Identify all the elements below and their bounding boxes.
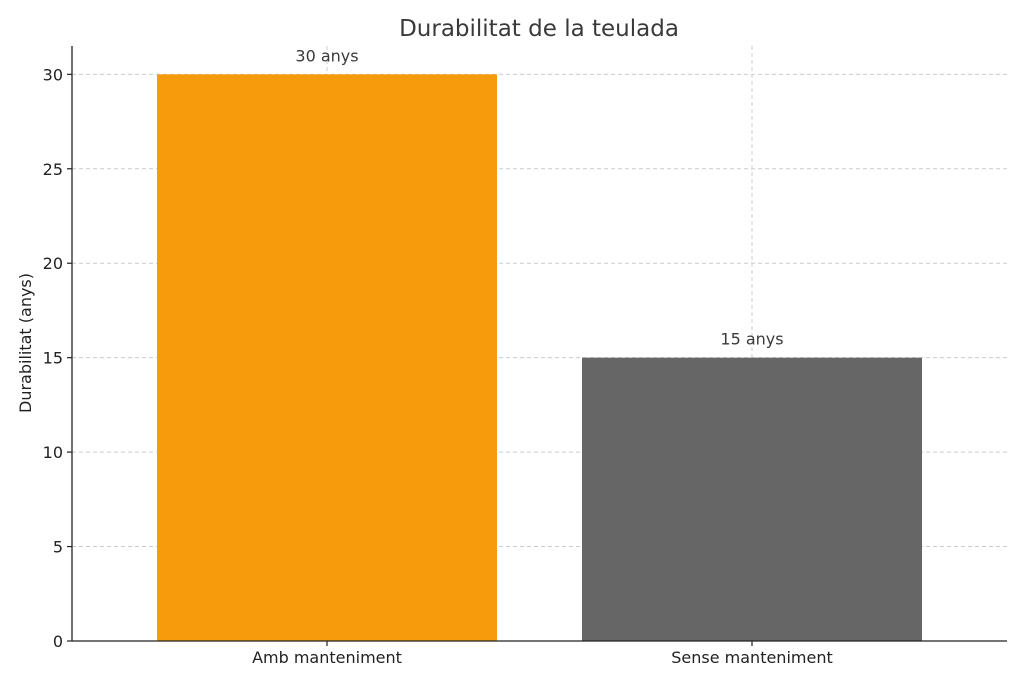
chart-title: Durabilitat de la teulada: [399, 16, 679, 42]
bars: [157, 74, 922, 642]
axes: [71, 46, 1007, 642]
x-tick-label: Amb manteniment: [252, 648, 402, 667]
y-ticks: 0 5 10 15 20 25 30: [43, 65, 72, 651]
bar: [157, 74, 497, 642]
bar: [582, 357, 922, 641]
y-tick-label: 30: [43, 65, 63, 84]
x-tick-label: Sense manteniment: [671, 648, 832, 667]
y-tick-label: 0: [53, 632, 63, 651]
y-axis-label: Durabilitat (anys): [16, 273, 35, 413]
y-tick-label: 5: [53, 538, 63, 557]
y-tick-label: 25: [43, 160, 63, 179]
bar-data-label: 15 anys: [720, 330, 783, 349]
bar-data-label: 30 anys: [295, 46, 358, 65]
x-ticks: Amb manteniment Sense manteniment: [252, 641, 833, 667]
y-tick-label: 10: [43, 443, 63, 462]
y-tick-label: 15: [43, 349, 63, 368]
y-tick-label: 20: [43, 254, 63, 273]
data-labels: 30 anys 15 anys: [295, 46, 783, 348]
